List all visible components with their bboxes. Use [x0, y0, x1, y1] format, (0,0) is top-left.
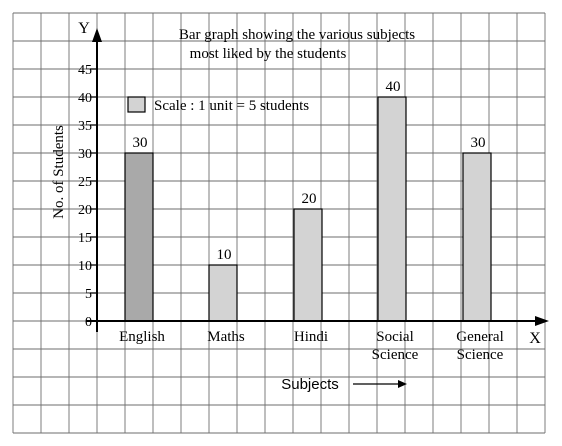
- axes: [86, 28, 549, 332]
- bar-data-label: 20: [302, 191, 317, 207]
- x-tick-label: Social: [376, 329, 414, 345]
- y-tick-label: 45: [78, 63, 92, 78]
- x-tick-label: General: [456, 329, 503, 345]
- subjects-arrow: [353, 380, 407, 388]
- y-axis-label: No. of Students: [51, 125, 67, 219]
- grid: [12, 12, 546, 434]
- x-tick-label: Science: [457, 347, 504, 363]
- x-axis-label: Subjects: [281, 376, 339, 393]
- y-tick-label: 5: [85, 287, 92, 302]
- y-tick-label: 40: [78, 91, 92, 106]
- y-tick-label: 20: [78, 203, 92, 218]
- bar: [462, 152, 492, 322]
- bar: [124, 152, 154, 322]
- y-tick-label: 10: [78, 259, 92, 274]
- y-tick-label: 15: [78, 231, 92, 246]
- bar-data-label: 10: [217, 247, 232, 263]
- x-tick-label: Science: [372, 347, 419, 363]
- bar: [208, 264, 238, 322]
- bar: [293, 208, 323, 322]
- y-tick-label: 25: [78, 175, 92, 190]
- y-tick-label: 30: [78, 147, 92, 162]
- bar-data-label: 40: [386, 79, 401, 95]
- bar-data-label: 30: [471, 135, 486, 151]
- chart-title-line-2: most liked by the students: [190, 46, 347, 62]
- x-axis-arrow: [535, 316, 549, 326]
- labels: 0 5 10 15 20 25 30 35 40 45 30 English 10 Maths 20 Hind…: [78, 63, 504, 363]
- y-axis-arrow: [92, 28, 102, 42]
- x-tick-label: Maths: [207, 329, 245, 345]
- y-tick-label: 0: [85, 315, 92, 330]
- chart-title-line-1: Bar graph showing the various subjects: [179, 27, 415, 43]
- y-axis-letter: Y: [78, 20, 90, 37]
- x-tick-label: English: [119, 329, 165, 345]
- bar: [377, 96, 407, 322]
- x-axis-letter: X: [529, 330, 541, 347]
- legend-swatch: [127, 96, 146, 113]
- bars: [124, 96, 492, 322]
- x-tick-label: Hindi: [294, 329, 328, 345]
- bar-data-label: 30: [133, 135, 148, 151]
- legend-text: Scale : 1 unit = 5 students: [154, 98, 309, 114]
- y-tick-label: 35: [78, 119, 92, 134]
